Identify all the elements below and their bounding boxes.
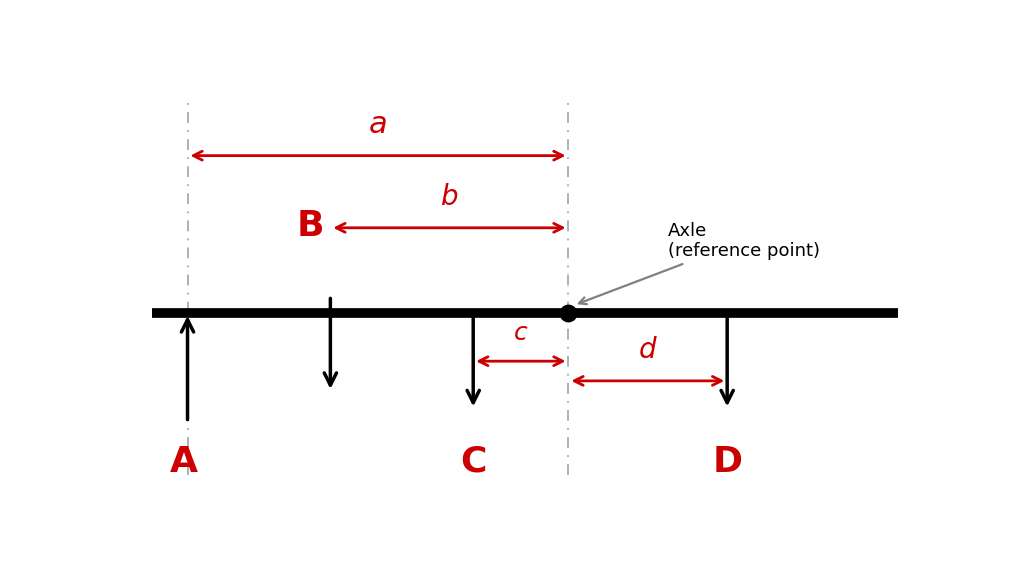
Point xyxy=(560,308,577,318)
Text: c: c xyxy=(514,320,527,345)
Text: Axle
(reference point): Axle (reference point) xyxy=(579,222,819,304)
Text: B: B xyxy=(297,208,325,243)
Text: d: d xyxy=(639,336,656,364)
Text: a: a xyxy=(369,110,387,139)
Text: D: D xyxy=(712,445,742,479)
Text: C: C xyxy=(460,445,486,479)
Text: b: b xyxy=(440,183,458,211)
Text: A: A xyxy=(170,445,198,479)
